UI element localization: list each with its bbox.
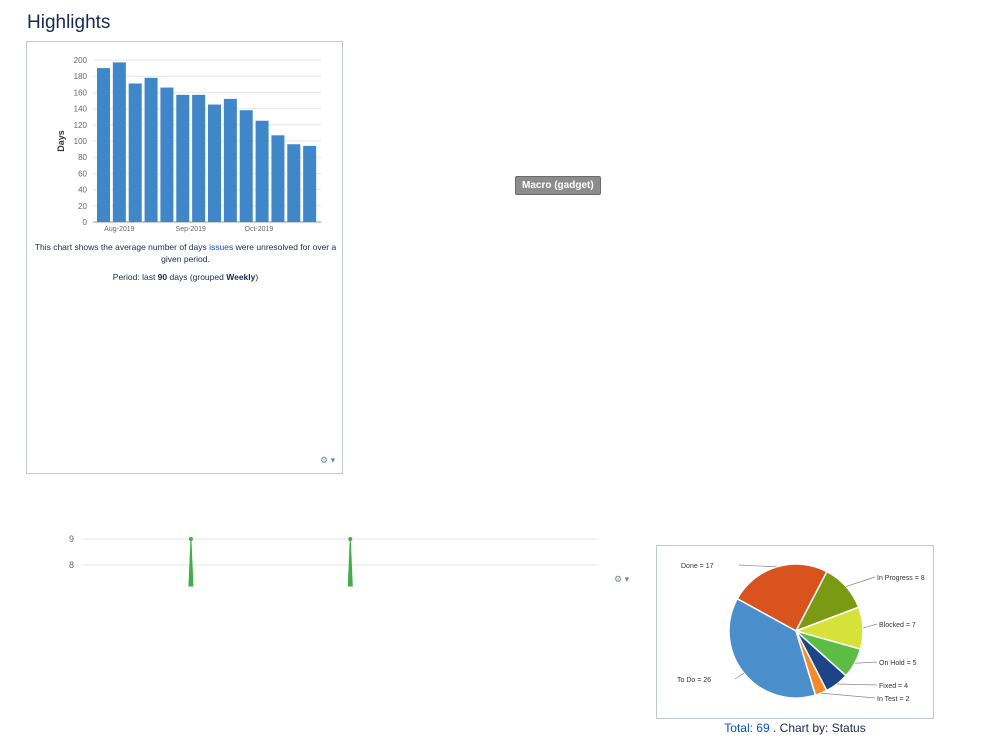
x-tick-label: Aug-2019	[104, 226, 134, 233]
x-tick-label: Oct-2019	[245, 226, 274, 233]
bar	[192, 94, 206, 222]
bar	[176, 94, 190, 222]
y-tick-label: 200	[74, 56, 88, 65]
line-gadget-settings-gear-icon[interactable]: ⚙ ▾	[614, 574, 630, 584]
bar	[287, 144, 301, 222]
page-title: Highlights	[27, 12, 111, 33]
total-link[interactable]: Total: 69	[724, 721, 770, 735]
y-axis-title: Days	[56, 130, 66, 152]
spike-point	[348, 537, 353, 541]
y-tick-label: 180	[74, 72, 88, 81]
slice-leader-line	[738, 564, 777, 568]
spike-mark	[188, 538, 194, 587]
y-tick-label: 60	[78, 169, 87, 178]
issues-link[interactable]: issues	[209, 242, 234, 252]
chart-description: This chart shows the average number of d…	[27, 241, 344, 265]
y-tick-label: 9	[69, 534, 74, 544]
spike-mark	[347, 538, 353, 587]
average-age-gadget: 0 20 40 60 80 100 120 140 160 180 200 Aug-2019 Sep-2…	[26, 41, 343, 474]
status-pie-chart: Done = 17 In Progress = 8 Blocked = 7 On Ho…	[677, 563, 925, 703]
bar	[223, 98, 237, 222]
x-tick-label: Sep-2019	[176, 226, 206, 233]
macro-gadget-tooltip: Macro (gadget)	[515, 176, 601, 195]
slice-label: Done = 17	[681, 563, 714, 570]
slice-label: In Progress = 8	[877, 575, 925, 582]
bar	[97, 68, 111, 222]
y-tick-label: 0	[83, 218, 88, 227]
spike-line-chart: 89	[69, 534, 597, 587]
period-info: Period: last 90 days (grouped Weekly)	[27, 271, 344, 283]
slice-leader-line	[821, 692, 876, 699]
bar	[208, 104, 222, 222]
period-suffix: )	[255, 272, 259, 282]
bar	[144, 77, 158, 222]
y-tick-label: 100	[74, 137, 88, 146]
y-tick-label: 20	[78, 202, 87, 211]
average-age-bar-chart: 0 20 40 60 80 100 120 140 160 180 200 Aug-2019 Sep-2…	[56, 56, 321, 233]
bar	[255, 120, 269, 222]
bar	[112, 62, 126, 223]
status-pie-gadget: Done = 17 In Progress = 8 Blocked = 7 On Ho…	[656, 545, 934, 719]
bar	[160, 87, 174, 222]
period-group: Weekly	[226, 272, 256, 282]
slice-label: On Hold = 5	[879, 660, 917, 667]
chart-by-label: . Chart by: Status	[773, 721, 866, 735]
slice-label: Blocked = 7	[879, 622, 916, 629]
y-tick-label: 120	[74, 121, 88, 130]
bar	[239, 110, 253, 222]
bar	[271, 135, 285, 222]
gadget-settings-gear-icon[interactable]: ⚙ ▾	[320, 455, 336, 465]
slice-leader-line	[734, 672, 745, 680]
slice-leader-line	[862, 623, 878, 629]
slice-leader-line	[836, 683, 878, 686]
slice-label: Fixed = 4	[879, 683, 908, 690]
spike-point	[188, 537, 193, 541]
slice-leader-line	[845, 576, 876, 587]
caption-text-2: were unresolved for over a given period.	[161, 242, 337, 264]
slice-label: To Do = 26	[677, 677, 711, 684]
caption-text-1: This chart shows the average number of d…	[34, 242, 210, 252]
slice-leader-line	[854, 661, 878, 664]
period-prefix: Period: last	[112, 272, 158, 282]
bar	[128, 83, 142, 222]
period-mid: days (grouped	[167, 272, 227, 282]
y-tick-label: 160	[74, 88, 88, 97]
y-tick-label: 140	[74, 105, 88, 114]
bar	[303, 145, 317, 222]
y-tick-label: 8	[69, 560, 74, 570]
period-days: 90	[157, 272, 168, 282]
y-tick-label: 40	[78, 186, 87, 195]
slice-label: In Test = 2	[877, 696, 909, 703]
pie-footer: Total: 69 . Chart by: Status	[656, 721, 934, 735]
y-tick-label: 80	[78, 153, 87, 162]
